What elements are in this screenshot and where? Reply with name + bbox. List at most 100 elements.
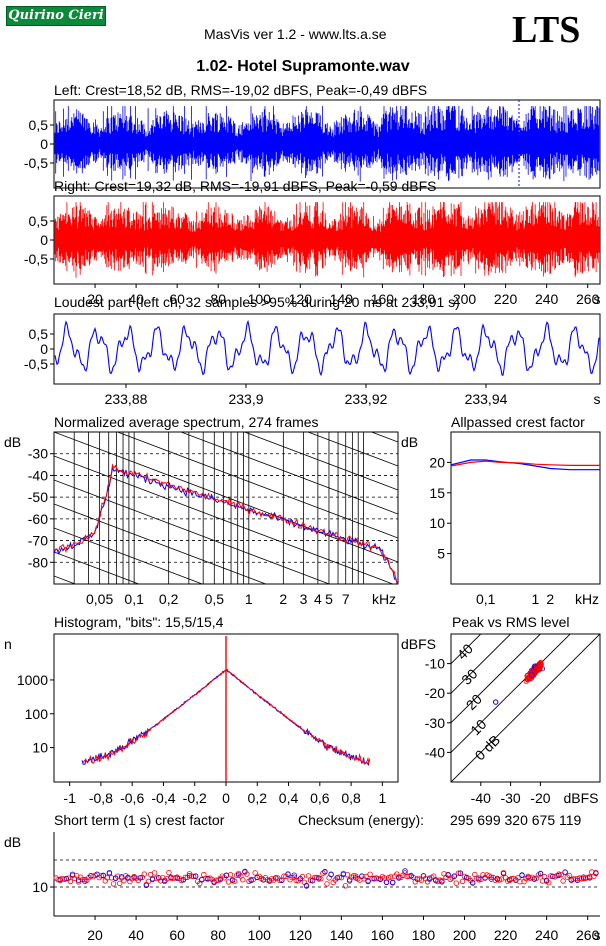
right-wave-xtick-label: 240 bbox=[535, 291, 559, 307]
crest-allpass-left-line bbox=[450, 459, 600, 471]
short-crest-point bbox=[367, 871, 373, 877]
peak-rms-diagonal bbox=[451, 634, 482, 665]
right-wave-xtick-label: 20 bbox=[87, 291, 103, 307]
loudest-xtick-label: 233,88 bbox=[105, 391, 148, 407]
short-crest-point bbox=[566, 872, 572, 879]
short-crest-point bbox=[476, 877, 482, 883]
spectrum-right-curve bbox=[54, 463, 398, 584]
spectrum-slope bbox=[179, 432, 398, 515]
spectrum-title: Normalized average spectrum, 274 frames bbox=[54, 414, 319, 430]
peak-rms-xtick-label: -40 bbox=[471, 790, 491, 806]
short-crest-point bbox=[98, 873, 104, 879]
checksum-value: 295 699 320 675 119 bbox=[450, 812, 582, 828]
peak-rms-diagonal-label: 30 bbox=[458, 665, 480, 687]
spectrum-slope bbox=[54, 455, 394, 584]
left-wave-title: Left: Crest=18,52 dB, RMS=-19,02 dBFS, P… bbox=[54, 82, 428, 98]
short-crest-point bbox=[383, 879, 390, 886]
peak-rms-frame bbox=[450, 633, 601, 783]
short-crest-point bbox=[537, 870, 544, 877]
spectrum-ytick-label: -70 bbox=[28, 533, 48, 549]
short-crest-xtick-label: 140 bbox=[330, 927, 354, 943]
right-wave-xtick-label: 100 bbox=[248, 291, 272, 307]
right-wave-title: Right: Crest=19,32 dB, RMS=-19,91 dBFS, … bbox=[54, 178, 437, 194]
short-crest-xtick-label: 200 bbox=[453, 927, 477, 943]
right-wave-xtick-label: 80 bbox=[210, 291, 226, 307]
short-crest-point bbox=[457, 870, 464, 876]
short-crest-point bbox=[252, 870, 258, 876]
short-crest-ylabel: dB bbox=[4, 834, 22, 850]
histogram-xtick-label: 0,6 bbox=[310, 790, 330, 806]
short-crest-point bbox=[439, 879, 445, 885]
short-crest-point bbox=[500, 870, 507, 877]
spectrum-xtick-label: 2 bbox=[279, 591, 287, 607]
short-crest-point bbox=[231, 878, 238, 884]
histogram-ytick-label: 1000 bbox=[17, 672, 48, 688]
peak-rms-diagonal bbox=[451, 634, 542, 724]
short-crest-point bbox=[402, 868, 408, 874]
crest-allpass-xtick-label: 0,1 bbox=[476, 591, 496, 607]
spectrum-xtick-label: 4 bbox=[314, 591, 322, 607]
peak-rms-ytick-label: -20 bbox=[425, 685, 445, 701]
short-crest-point bbox=[151, 870, 158, 876]
short-crest-point bbox=[556, 872, 562, 879]
right-wave-xtick-label: 40 bbox=[128, 291, 144, 307]
spectrum-xunit: kHz bbox=[372, 591, 396, 607]
short-crest-xtick-label: 40 bbox=[128, 927, 144, 943]
spectrum-slope bbox=[54, 551, 140, 584]
spectrum-slope bbox=[54, 527, 204, 584]
right-wave-xtick-label: 180 bbox=[412, 291, 436, 307]
short-crest-point bbox=[166, 869, 172, 876]
short-crest-point bbox=[116, 880, 123, 887]
short-crest-point bbox=[285, 871, 291, 877]
author-badge: Quirino Cieri bbox=[6, 6, 106, 26]
short-crest-point bbox=[279, 877, 285, 883]
short-crest-point bbox=[363, 873, 369, 880]
spectrum-xtick-label: 0,05 bbox=[86, 591, 113, 607]
spectrum-ytick-label: -40 bbox=[28, 467, 48, 483]
short-crest-point bbox=[192, 873, 199, 879]
short-crest-point bbox=[63, 875, 69, 882]
histogram-ylabel: n bbox=[4, 636, 12, 652]
right-wave-trace bbox=[54, 202, 600, 278]
short-crest-xtick-label: 80 bbox=[210, 927, 226, 943]
loudest-xtick-label: 233,9 bbox=[228, 391, 263, 407]
right-wave-ytick-label: -0,5 bbox=[24, 251, 48, 267]
short-crest-point bbox=[453, 880, 459, 886]
spectrum-slope bbox=[306, 432, 398, 467]
peak-rms-xtick-label: -20 bbox=[530, 790, 550, 806]
short-crest-point bbox=[108, 875, 115, 881]
short-crest-point bbox=[539, 878, 546, 884]
short-crest-point bbox=[365, 878, 371, 884]
crest-allpass-ylabel: dB bbox=[401, 434, 419, 450]
short-crest-point bbox=[100, 872, 106, 878]
histogram-xtick-label: 0,2 bbox=[248, 790, 268, 806]
left-wave-ytick-label: 0,5 bbox=[29, 117, 49, 133]
checksum-label: Checksum (energy): bbox=[298, 812, 425, 828]
short-crest-point bbox=[137, 875, 143, 881]
short-crest-point bbox=[390, 879, 396, 885]
peak-rms-xunit: dBFS bbox=[563, 790, 598, 806]
spectrum-slope bbox=[54, 479, 331, 584]
short-crest-xtick-label: 240 bbox=[535, 927, 559, 943]
short-crest-point bbox=[303, 883, 310, 889]
right-wave-xtick-label: 60 bbox=[169, 291, 185, 307]
short-crest-point bbox=[322, 868, 328, 875]
left-wave-trace bbox=[54, 106, 600, 182]
histogram-xtick-label: -0,2 bbox=[183, 790, 207, 806]
short-crest-point bbox=[299, 873, 306, 880]
peak-rms-point bbox=[523, 678, 529, 684]
short-crest-point bbox=[121, 877, 127, 884]
short-crest-point bbox=[396, 875, 402, 881]
spectrum-slope bbox=[54, 503, 267, 584]
histogram-xtick-label: 1 bbox=[378, 790, 386, 806]
right-wave-xtick-label: 120 bbox=[289, 291, 313, 307]
short-crest-point bbox=[291, 872, 297, 878]
loudest-ytick-label: 0,5 bbox=[29, 326, 49, 342]
loudest-ytick-label: 0 bbox=[40, 341, 48, 357]
short-crest-xunit: s bbox=[594, 927, 601, 943]
short-crest-title: Short term (1 s) crest factor bbox=[54, 812, 225, 828]
short-crest-point bbox=[307, 877, 314, 883]
short-crest-point bbox=[188, 873, 195, 879]
loudest-xunit: s bbox=[594, 391, 601, 407]
short-crest-point bbox=[190, 873, 197, 880]
